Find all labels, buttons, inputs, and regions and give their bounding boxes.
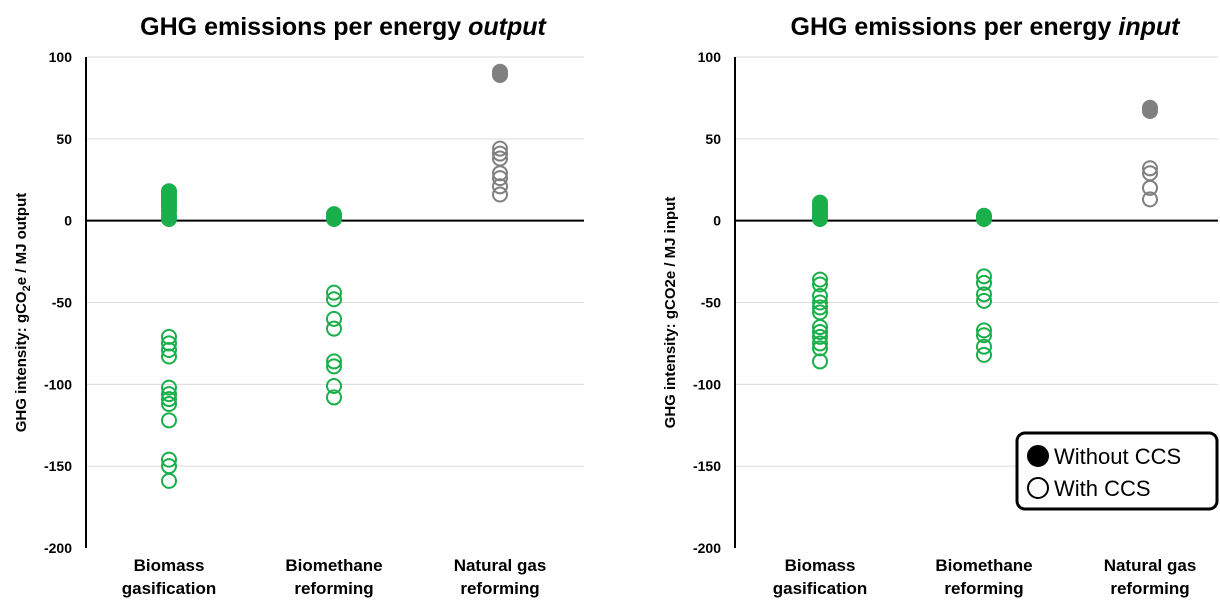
point-with-ccs — [976, 274, 992, 291]
point-with-ccs — [812, 335, 828, 352]
point-with-ccs — [326, 320, 342, 337]
point-with-ccs — [492, 140, 508, 157]
legend-filled-marker — [1027, 445, 1049, 467]
point-with-ccs — [976, 327, 992, 344]
point-with-ccs — [161, 451, 177, 468]
y-axis-label: GHG intensity: gCO2e / MJ output — [13, 193, 33, 432]
point-with-ccs — [326, 358, 342, 375]
point-with-ccs — [976, 338, 992, 355]
point-with-ccs — [812, 271, 828, 288]
y-tick-label: 0 — [64, 213, 72, 229]
point-with-ccs — [492, 145, 508, 162]
legend-box — [1015, 431, 1219, 511]
point-with-ccs — [976, 286, 992, 303]
point-with-ccs — [326, 291, 342, 308]
point-with-ccs — [161, 395, 177, 412]
y-tick-label: -200 — [693, 540, 721, 556]
point-with-ccs — [976, 292, 992, 309]
point-with-ccs — [161, 379, 177, 396]
point-with-ccs — [812, 287, 828, 304]
y-tick-label: -100 — [44, 376, 72, 392]
point-with-ccs — [161, 386, 177, 403]
point-with-ccs — [1142, 179, 1158, 196]
point-with-ccs — [1142, 160, 1158, 177]
point-with-ccs — [976, 268, 992, 285]
y-tick-label: 50 — [56, 131, 72, 147]
point-with-ccs — [161, 341, 177, 358]
chart-title: GHG emissions per energy input — [791, 13, 1182, 41]
point-with-ccs — [976, 346, 992, 363]
chart-panel-1: 100 50 0 -50 -100 -150 -200 GHG emissions per e… — [13, 13, 584, 598]
y-tick-label: 50 — [705, 131, 721, 147]
point-with-ccs — [326, 353, 342, 370]
point-with-ccs — [161, 412, 177, 429]
point-with-ccs — [492, 186, 508, 203]
category-label: Natural gas reforming — [1104, 556, 1197, 598]
point-with-ccs — [812, 294, 828, 311]
category-label: Biomass gasification — [122, 556, 216, 598]
y-axis-label: GHG intensity: gCO2e / MJ input — [662, 197, 679, 429]
y-tick-label: -150 — [693, 458, 721, 474]
point-with-ccs — [161, 348, 177, 365]
point-with-ccs — [812, 353, 828, 370]
y-tick-label: 100 — [698, 49, 722, 65]
category-label: Natural gas reforming — [454, 556, 547, 598]
y-tick-label: -100 — [693, 376, 721, 392]
point-with-ccs — [812, 319, 828, 336]
point-without-ccs — [976, 211, 992, 228]
y-tick-label: -50 — [52, 295, 72, 311]
point-without-ccs — [326, 211, 342, 228]
point-without-ccs — [812, 211, 828, 228]
point-without-ccs — [1142, 103, 1158, 120]
point-with-ccs — [492, 178, 508, 195]
point-with-ccs — [812, 328, 828, 345]
chart-panel-2: 100 50 0 -50 -100 -150 -200 GHG emissions per e… — [662, 13, 1219, 598]
legend-label: With CCS — [1054, 476, 1151, 501]
point-with-ccs — [326, 284, 342, 301]
category-label: Biomass gasification — [773, 556, 867, 598]
point-with-ccs — [326, 310, 342, 327]
y-tick-label: 0 — [713, 213, 721, 229]
category-label: Biomethane reforming — [935, 556, 1032, 598]
point-with-ccs — [492, 170, 508, 187]
y-tick-label: -150 — [44, 458, 72, 474]
point-without-ccs — [492, 67, 508, 84]
chart-title: GHG emissions per energy output — [140, 13, 547, 41]
point-with-ccs — [326, 389, 342, 406]
point-with-ccs — [812, 299, 828, 316]
point-without-ccs — [161, 211, 177, 228]
category-label: Biomethane reforming — [285, 556, 382, 598]
point-with-ccs — [161, 472, 177, 489]
legend-open-marker — [1027, 477, 1049, 499]
y-tick-label: -200 — [44, 540, 72, 556]
point-with-ccs — [812, 276, 828, 293]
legend-label: Without CCS — [1054, 444, 1181, 469]
point-with-ccs — [326, 377, 342, 394]
point-with-ccs — [1142, 191, 1158, 208]
point-with-ccs — [976, 322, 992, 339]
y-tick-label: 100 — [49, 49, 73, 65]
legend: Without CCS With CCS — [1015, 431, 1219, 511]
point-with-ccs — [161, 391, 177, 408]
y-tick-label: -50 — [701, 295, 721, 311]
point-with-ccs — [812, 323, 828, 340]
